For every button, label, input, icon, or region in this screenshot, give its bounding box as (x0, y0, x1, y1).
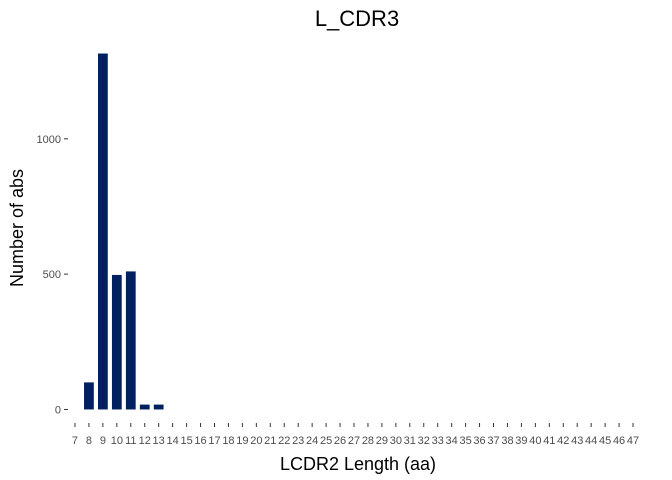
x-tick-label: 32 (418, 435, 430, 447)
x-tick-label: 26 (334, 435, 346, 447)
x-tick-label: 47 (627, 435, 639, 447)
x-tick-label: 17 (208, 435, 220, 447)
x-tick-label: 11 (125, 435, 136, 447)
x-tick-label: 16 (194, 435, 206, 447)
x-tick-label: 9 (100, 435, 106, 447)
x-tick-label: 23 (292, 435, 304, 447)
chart-title: L_CDR3 (315, 6, 399, 31)
x-tick-label: 25 (320, 435, 332, 447)
x-tick-label: 40 (529, 435, 541, 447)
x-tick-label: 34 (446, 435, 458, 447)
y-axis: 0 500 1000 (37, 134, 68, 416)
x-tick-label: 7 (72, 435, 78, 447)
x-tick-label: 43 (571, 435, 583, 447)
x-tick-label: 27 (348, 435, 360, 447)
x-tick-label: 37 (487, 435, 499, 447)
x-tick-label: 39 (515, 435, 527, 447)
y-tick-label: 1000 (37, 134, 61, 146)
x-tick-label: 41 (543, 435, 555, 447)
x-tick-label: 24 (306, 435, 318, 447)
y-tick-label: 0 (55, 404, 61, 416)
bar-9 (97, 53, 108, 410)
bar-11 (125, 271, 136, 410)
x-tick-label: 10 (111, 435, 123, 447)
x-tick-label: 44 (585, 435, 597, 447)
bars (84, 53, 164, 410)
y-axis-title: Number of abs (7, 169, 27, 287)
x-tick-label: 8 (86, 435, 92, 447)
x-tick-label: 33 (432, 435, 444, 447)
bar-10 (111, 274, 122, 410)
x-tick-label: 13 (153, 435, 165, 447)
x-tick-label: 36 (473, 435, 485, 447)
x-tick-label: 29 (376, 435, 388, 447)
x-axis: 7 8 9 10 11 12 13 14 15 16 17 18 19 20 21 22 23 24 25 26 27 2… (72, 423, 639, 447)
x-tick-label: 46 (613, 435, 625, 447)
x-tick-label: 21 (264, 435, 276, 447)
x-axis-title: LCDR2 Length (aa) (280, 454, 436, 474)
x-tick-label: 18 (222, 435, 234, 447)
x-tick-label: 15 (180, 435, 192, 447)
x-tick-label: 31 (404, 435, 416, 447)
x-tick-label: 28 (362, 435, 374, 447)
x-tick-label: 12 (139, 435, 151, 447)
x-tick-label: 45 (599, 435, 611, 447)
x-tick-label: 22 (278, 435, 290, 447)
x-tick-label: 42 (557, 435, 569, 447)
x-tick-label: 14 (167, 435, 179, 447)
bar-8 (84, 382, 94, 410)
x-tick-label: 38 (501, 435, 513, 447)
x-tick-label: 30 (390, 435, 402, 447)
bar-13 (153, 404, 164, 410)
x-tick-label: 19 (236, 435, 248, 447)
x-tick-label: 35 (459, 435, 471, 447)
x-tick-label: 20 (250, 435, 262, 447)
y-tick-label: 500 (43, 269, 61, 281)
bar-12 (139, 404, 150, 410)
